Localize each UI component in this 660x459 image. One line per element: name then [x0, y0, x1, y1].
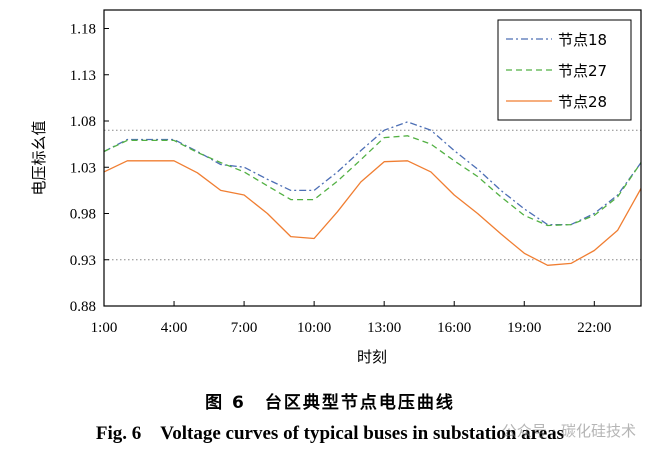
y-tick-label: 1.08	[70, 114, 96, 130]
y-axis-title: 电压标幺值	[30, 120, 48, 195]
voltage-chart: 0.88 0.93 0.98 1.03 1.08 1.13 1.18 1:00 4:00 7:00…	[30, 9, 642, 366]
figure-caption-chinese: 图 6 台区典型节点电压曲线	[205, 393, 455, 413]
reference-lines	[104, 129, 641, 261]
x-tick-label: 16:00	[437, 320, 471, 336]
y-tick-label: 0.98	[70, 207, 96, 223]
watermark: 公众号 · 碳化硅技术	[501, 422, 636, 440]
axis-ticks: 0.88 0.93 0.98 1.03 1.08 1.13 1.18 1:00 4:00 7:00…	[70, 22, 612, 337]
x-tick-label: 7:00	[231, 320, 258, 336]
series-line-0	[103, 121, 642, 226]
x-tick-label: 19:00	[507, 320, 541, 336]
series-line-2	[103, 160, 642, 266]
plot-frame	[103, 9, 642, 307]
y-tick-label: 1.03	[70, 160, 96, 176]
x-tick-label: 4:00	[161, 320, 188, 336]
series-line-1	[103, 135, 642, 227]
figure-caption-english: Fig. 6 Voltage curves of typical buses i…	[95, 423, 565, 444]
series-lines	[103, 121, 642, 266]
x-tick-label: 10:00	[297, 320, 331, 336]
y-tick-label: 0.88	[70, 299, 96, 315]
y-tick-label: 1.18	[70, 22, 96, 38]
x-axis-title: 时刻	[357, 348, 387, 366]
y-tick-label: 0.93	[70, 253, 96, 269]
x-tick-label: 13:00	[367, 320, 401, 336]
legend-label-2: 节点28	[558, 93, 607, 111]
legend-label-0: 节点18	[558, 31, 607, 49]
x-tick-label: 1:00	[91, 320, 118, 336]
legend: 节点18 节点27 节点28	[497, 19, 632, 121]
legend-label-1: 节点27	[558, 62, 607, 80]
x-tick-label: 22:00	[577, 320, 611, 336]
y-tick-label: 1.13	[70, 68, 96, 84]
